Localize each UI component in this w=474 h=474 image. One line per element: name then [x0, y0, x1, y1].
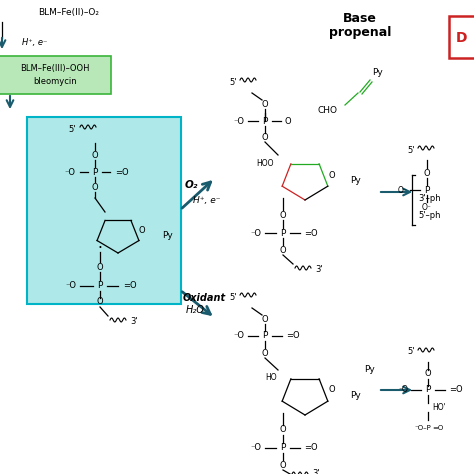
- Text: =O: =O: [449, 385, 463, 394]
- Text: ⁻O: ⁻O: [233, 117, 244, 126]
- Text: propenal: propenal: [329, 26, 391, 38]
- FancyBboxPatch shape: [0, 56, 111, 94]
- Text: =O: =O: [115, 167, 128, 176]
- Text: =O: =O: [432, 425, 443, 431]
- Text: Py: Py: [350, 391, 361, 400]
- Text: 5'–ph: 5'–ph: [418, 210, 440, 219]
- Text: =O: =O: [304, 444, 318, 453]
- Text: ⁻O: ⁻O: [250, 228, 261, 237]
- Text: O: O: [91, 151, 98, 159]
- Text: HO': HO': [432, 403, 446, 412]
- Text: O: O: [262, 100, 268, 109]
- Text: Py: Py: [162, 230, 173, 239]
- Text: 5': 5': [229, 292, 237, 301]
- Text: BLM–Fe(III)–OOH: BLM–Fe(III)–OOH: [20, 64, 90, 73]
- Text: O₂: O₂: [185, 180, 199, 190]
- Text: HOO: HOO: [256, 158, 274, 167]
- Text: ⁻O: ⁻O: [65, 282, 76, 291]
- Text: 5': 5': [408, 146, 415, 155]
- Text: 5': 5': [229, 78, 237, 86]
- Text: Base: Base: [343, 11, 377, 25]
- Text: P: P: [262, 331, 268, 340]
- Text: P: P: [280, 228, 286, 237]
- Text: 3': 3': [312, 470, 319, 474]
- Text: 5': 5': [69, 125, 76, 134]
- Text: D: D: [456, 31, 468, 45]
- Text: 3': 3': [315, 265, 323, 274]
- Text: CHO: CHO: [318, 106, 338, 115]
- Text: O: O: [280, 426, 286, 435]
- Text: bleomycin: bleomycin: [33, 76, 77, 85]
- Text: ⁻O: ⁻O: [64, 167, 75, 176]
- Text: P: P: [280, 444, 286, 453]
- Text: =O: =O: [123, 282, 137, 291]
- Text: O: O: [285, 117, 292, 126]
- Text: Oxidant: Oxidant: [183, 293, 226, 303]
- Text: Py: Py: [365, 365, 375, 374]
- Text: O: O: [328, 171, 335, 180]
- Text: O: O: [97, 263, 103, 272]
- Text: ⁻O: ⁻O: [250, 444, 261, 453]
- Text: ⁻O–P: ⁻O–P: [415, 425, 432, 431]
- Text: ⁻O: ⁻O: [398, 385, 408, 394]
- Text: ·: ·: [98, 240, 102, 255]
- Text: O: O: [262, 348, 268, 357]
- Text: 3'–ph: 3'–ph: [418, 193, 441, 202]
- Text: O: O: [139, 226, 146, 235]
- Text: O: O: [280, 210, 286, 219]
- Text: =O: =O: [286, 331, 300, 340]
- Text: P: P: [425, 385, 431, 394]
- Text: O: O: [262, 315, 268, 323]
- Text: Py: Py: [350, 175, 361, 184]
- FancyBboxPatch shape: [449, 16, 474, 58]
- Text: P: P: [424, 185, 430, 194]
- Text: O: O: [262, 133, 268, 142]
- Text: H₂O: H₂O: [186, 305, 205, 315]
- Text: O: O: [424, 168, 430, 177]
- Text: O: O: [280, 246, 286, 255]
- Text: O: O: [97, 298, 103, 307]
- Text: O: O: [328, 385, 335, 394]
- Text: O⁻: O⁻: [422, 202, 432, 211]
- Text: H⁺, e⁻: H⁺, e⁻: [22, 37, 47, 46]
- Text: O: O: [91, 182, 98, 191]
- Text: 3': 3': [130, 318, 137, 327]
- Text: O: O: [425, 370, 431, 379]
- Text: O⁻: O⁻: [398, 185, 408, 194]
- Text: HO: HO: [265, 374, 277, 383]
- Text: H⁺, e⁻: H⁺, e⁻: [193, 195, 220, 204]
- Text: Py: Py: [373, 67, 383, 76]
- Text: P: P: [97, 282, 103, 291]
- Text: BLM–Fe(II)–O₂: BLM–Fe(II)–O₂: [38, 8, 99, 17]
- Text: O: O: [280, 461, 286, 470]
- FancyBboxPatch shape: [27, 117, 181, 304]
- Text: =O: =O: [304, 228, 318, 237]
- Text: ⁻O: ⁻O: [233, 331, 244, 340]
- Text: 5': 5': [408, 347, 415, 356]
- Text: P: P: [92, 167, 98, 176]
- Text: P: P: [262, 117, 268, 126]
